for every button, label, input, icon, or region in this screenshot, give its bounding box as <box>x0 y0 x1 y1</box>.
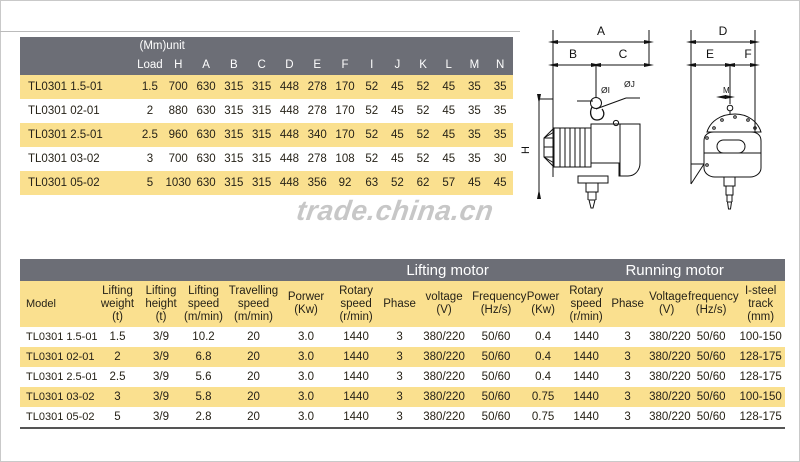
svg-text:B: B <box>569 47 577 61</box>
svg-text:F: F <box>744 47 751 61</box>
svg-text:ØI: ØI <box>601 85 610 95</box>
svg-text:M: M <box>723 86 730 95</box>
svg-text:E: E <box>706 47 714 61</box>
svg-text:ØJ: ØJ <box>624 79 635 89</box>
svg-text:D: D <box>719 24 728 38</box>
svg-text:H: H <box>520 146 532 154</box>
svg-text:A: A <box>597 24 605 38</box>
svg-text:C: C <box>619 47 628 61</box>
